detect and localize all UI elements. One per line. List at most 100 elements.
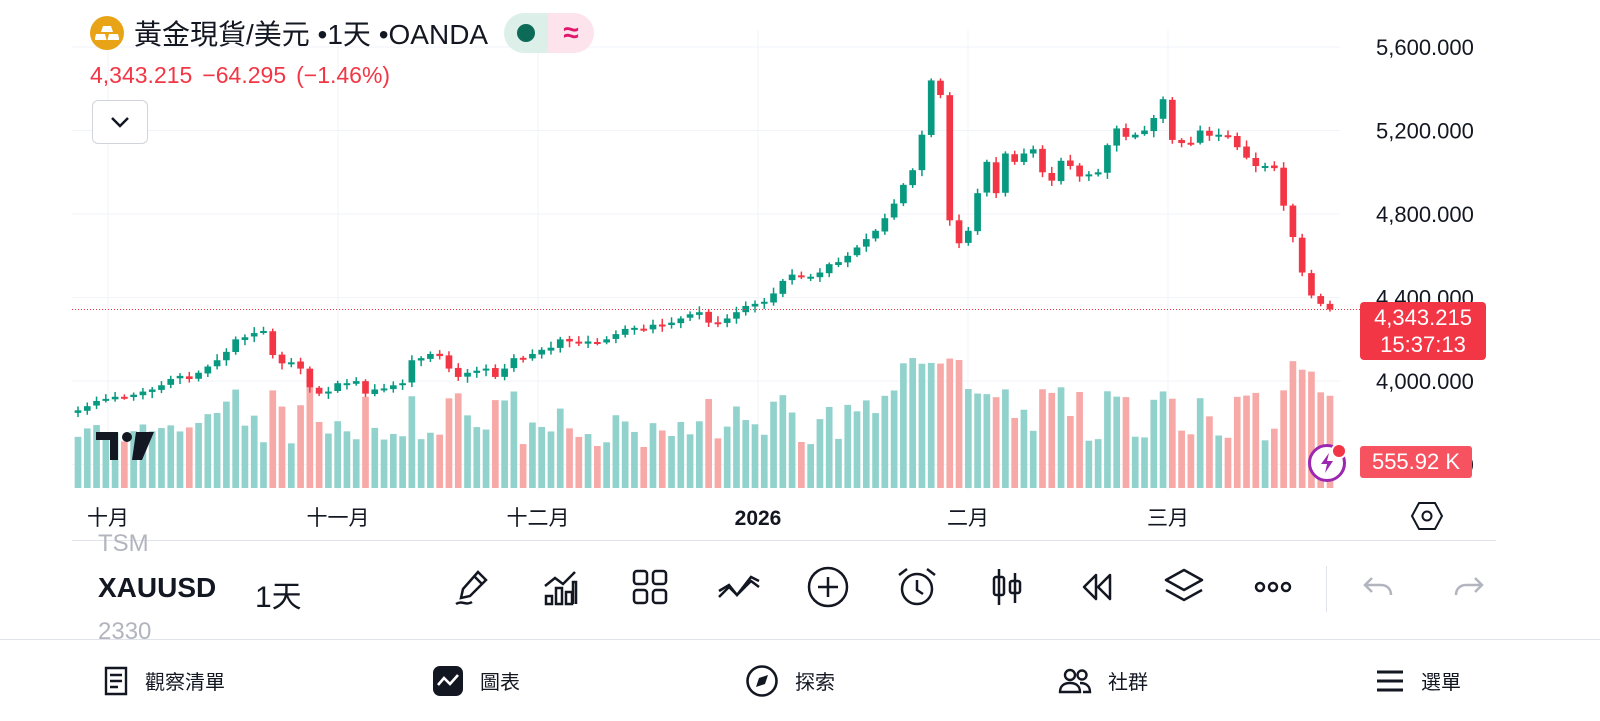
volume-bar xyxy=(278,406,286,488)
volume-bar xyxy=(427,432,434,488)
volume-bar xyxy=(760,434,768,488)
nav-community[interactable]: 社群 xyxy=(1058,640,1148,721)
volume-bar xyxy=(473,427,481,488)
candle-body xyxy=(844,255,852,263)
candle-body xyxy=(1029,149,1037,154)
candle-body xyxy=(241,337,249,340)
indicators-icon[interactable] xyxy=(538,564,584,610)
nav-menu[interactable]: 選單 xyxy=(1375,640,1461,721)
candle-body xyxy=(195,372,202,379)
candle-body xyxy=(974,193,981,232)
volume-bar xyxy=(74,436,82,488)
candle-body xyxy=(872,230,879,239)
volume-bar xyxy=(547,431,555,488)
collapse-legend-button[interactable] xyxy=(92,100,148,144)
candle-body xyxy=(937,80,944,96)
volume-bar xyxy=(594,445,601,488)
volume-bar xyxy=(816,419,824,488)
volume-bar xyxy=(974,393,981,488)
compare-icon[interactable] xyxy=(716,564,762,610)
volume-bar xyxy=(1298,369,1306,488)
candlestick-chart[interactable]: 5,600.0005,200.0004,800.0004,400.0004,00… xyxy=(0,0,1600,540)
last-price-value: 4,343.215 xyxy=(1374,305,1472,330)
volume-bar xyxy=(315,422,323,488)
volume-bar xyxy=(705,399,712,488)
nav-label: 探索 xyxy=(795,672,835,694)
add-icon[interactable] xyxy=(805,564,851,610)
replay-icon[interactable] xyxy=(1073,564,1119,610)
volume-bar xyxy=(1280,390,1287,488)
volume-bar xyxy=(890,390,898,488)
nav-explore[interactable]: 探索 xyxy=(745,640,835,721)
candle-style-icon[interactable] xyxy=(984,564,1030,610)
status-pill[interactable]: ≈ xyxy=(504,13,595,53)
candle-body xyxy=(343,383,351,386)
candle-body xyxy=(890,203,898,218)
candle-body xyxy=(213,360,221,367)
candle-body xyxy=(473,370,481,373)
volume-bar xyxy=(102,439,110,488)
candle-body xyxy=(1076,165,1083,177)
volume-bar xyxy=(575,436,583,488)
volume-bar xyxy=(185,427,193,488)
candle-body xyxy=(352,381,360,384)
layers-icon[interactable] xyxy=(1161,564,1207,610)
nav-watchlist[interactable]: 觀察清單 xyxy=(103,640,225,721)
undo-icon[interactable] xyxy=(1355,564,1401,610)
volume-bar xyxy=(260,442,267,488)
candle-body xyxy=(1131,134,1139,138)
volume-bar xyxy=(204,414,212,488)
volume-bar xyxy=(269,390,277,488)
candle-body xyxy=(260,331,267,333)
layout-grid-icon[interactable] xyxy=(627,564,673,610)
bottom-nav: 觀察清單 圖表 探索 社群 選單 xyxy=(0,639,1600,721)
redo-icon[interactable] xyxy=(1446,564,1492,610)
nav-chart[interactable]: 圖表 xyxy=(432,640,520,721)
candle-body xyxy=(1308,273,1315,296)
candle-body xyxy=(881,218,889,232)
pencil-icon[interactable] xyxy=(450,564,496,610)
volume-bar xyxy=(83,428,91,488)
delayed-data-icon: ≈ xyxy=(548,13,595,53)
candle-body xyxy=(1178,139,1185,144)
candle-body xyxy=(547,347,555,351)
ticker-prev[interactable]: TSM xyxy=(98,530,149,557)
candle-body xyxy=(223,351,230,361)
volume-bar xyxy=(668,436,675,488)
candle-body xyxy=(445,355,453,369)
volume-bar xyxy=(603,442,610,488)
volume-bar xyxy=(658,430,666,488)
volume-bar xyxy=(1011,417,1019,488)
candle-body xyxy=(1289,205,1297,238)
quick-actions-button[interactable] xyxy=(1308,443,1347,482)
volume-bar xyxy=(556,408,564,488)
market-open-icon xyxy=(504,13,549,53)
volume-bar xyxy=(371,427,379,488)
interval-selector[interactable]: 1天 xyxy=(255,581,302,614)
volume-bar xyxy=(167,425,175,488)
ticker-next[interactable]: 2330 xyxy=(98,618,152,645)
chart-toolbar: TSM XAUUSD 2330 1天 xyxy=(0,530,1600,645)
candle-body xyxy=(491,368,499,377)
candle-body xyxy=(788,274,796,281)
volume-bar xyxy=(900,363,907,488)
volume-bar xyxy=(1094,439,1102,488)
gold-symbol-icon xyxy=(90,16,124,50)
volume-bar xyxy=(325,433,332,488)
chart-settings-icon[interactable] xyxy=(1410,500,1444,532)
volume-bar xyxy=(686,434,694,488)
alarm-icon[interactable] xyxy=(894,564,940,610)
ticker-selector[interactable]: XAUUSD xyxy=(98,572,217,603)
symbol-title[interactable]: 黃金現貨/美元 •1天 •OANDA xyxy=(134,19,489,50)
volume-bar xyxy=(751,424,759,488)
candle-body xyxy=(306,368,314,388)
candle-body xyxy=(1094,172,1102,175)
more-icon[interactable] xyxy=(1250,564,1296,610)
candle-body xyxy=(1271,165,1278,169)
volume-bar xyxy=(1066,416,1074,488)
volume-bar xyxy=(408,396,416,488)
volume-bar xyxy=(1020,409,1028,488)
candle-body xyxy=(1187,142,1195,145)
volume-bar xyxy=(1326,395,1334,488)
candle-body xyxy=(371,389,379,394)
